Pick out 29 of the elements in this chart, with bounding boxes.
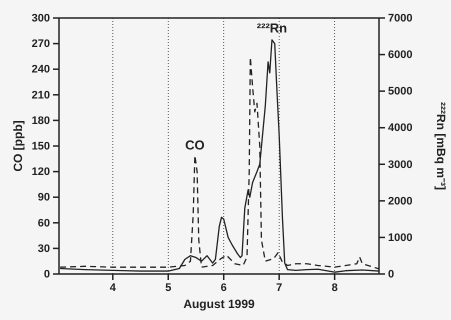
y-tick-label: 270 (32, 38, 50, 50)
y2-tick-label: 1000 (388, 232, 412, 244)
y2-tick-label: 2000 (388, 195, 412, 208)
y-tick-label: 120 (32, 166, 50, 178)
y-tick-label: 180 (32, 114, 50, 127)
y-tick-label: 90 (38, 192, 50, 204)
y2-axis-title: ²²²Rn [mBq m⁻³] (434, 102, 448, 190)
y-tick-label: 150 (32, 140, 50, 153)
y2-tick-label: 4000 (388, 122, 412, 134)
y2-tick-label: 5000 (388, 86, 412, 98)
x-axis-title: August 1999 (183, 297, 255, 311)
y-tick-label: 60 (38, 217, 50, 230)
y2-tick-label: 7000 (388, 12, 412, 25)
y-tick-label: 240 (32, 64, 50, 76)
x-tick-label: 4 (110, 282, 117, 294)
x-tick-label: 8 (332, 282, 338, 294)
annotation: ²²²Rn (256, 20, 288, 36)
annotation: CO (185, 137, 205, 152)
y-tick-label: 30 (38, 242, 50, 255)
y-tick-label: 210 (32, 89, 50, 102)
x-tick-label: 5 (165, 282, 172, 294)
y2-tick-label: 6000 (388, 49, 412, 62)
y-tick-label: 0 (44, 268, 50, 281)
x-tick-label: 7 (276, 282, 282, 294)
y-axis-title: CO [ppb] (11, 120, 25, 172)
x-tick-label: 6 (220, 282, 227, 294)
y2-tick-label: 0 (388, 268, 394, 281)
y2-tick-label: 3000 (388, 158, 412, 171)
y-tick-label: 300 (32, 12, 50, 25)
